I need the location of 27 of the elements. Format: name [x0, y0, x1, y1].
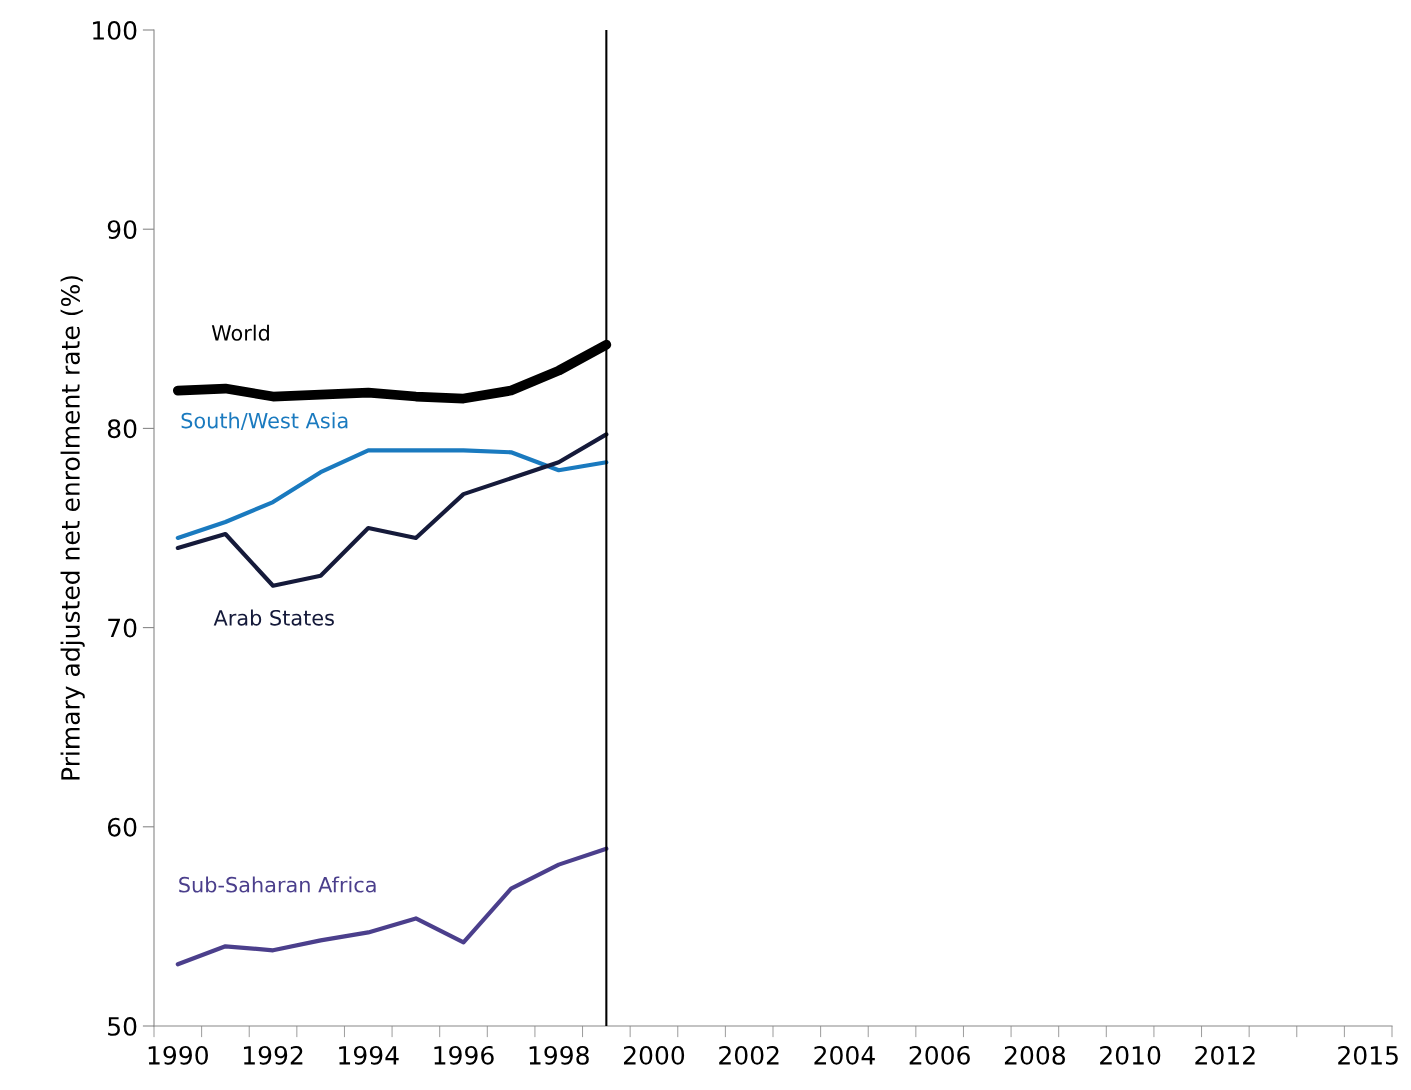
x-tick-label: 2010 — [1100, 1045, 1161, 1065]
y-axis-title: Primary adjusted net enrolment rate (%) — [60, 276, 85, 780]
text: World — [211, 324, 269, 341]
y-tick-label: 80 — [107, 419, 137, 439]
series-label: Sub-Saharan Africa — [179, 876, 376, 893]
x-tick-label: 2004 — [814, 1045, 875, 1065]
y-tick-label: 100 — [93, 20, 137, 40]
y-tick-label: 50 — [108, 1016, 137, 1036]
y-tick-label: 70 — [108, 618, 137, 638]
y-tick-label: 60 — [107, 817, 137, 837]
x-tick-label: 1998 — [529, 1045, 589, 1065]
series-label: Arab States — [213, 609, 334, 626]
x-tick-label: 1996 — [434, 1045, 494, 1065]
line-series — [175, 448, 609, 541]
x-tick-label: 1994 — [339, 1045, 399, 1065]
x-tick-label: 2006 — [909, 1045, 970, 1065]
x-tick-label: 2002 — [719, 1045, 779, 1065]
x-tick-label: 1990 — [148, 1045, 208, 1065]
line-series — [175, 846, 609, 967]
x-tick-label: 2012 — [1195, 1045, 1255, 1065]
series-label: South/West Asia — [181, 412, 348, 431]
x-tick-label: 1992 — [243, 1045, 303, 1065]
x-tick-label: 2000 — [623, 1045, 685, 1065]
y-tick-label: 90 — [107, 220, 137, 240]
x-tick-label: 2008 — [1004, 1045, 1065, 1065]
line-series — [175, 432, 609, 588]
x-tick-label: 2015 — [1338, 1045, 1398, 1065]
